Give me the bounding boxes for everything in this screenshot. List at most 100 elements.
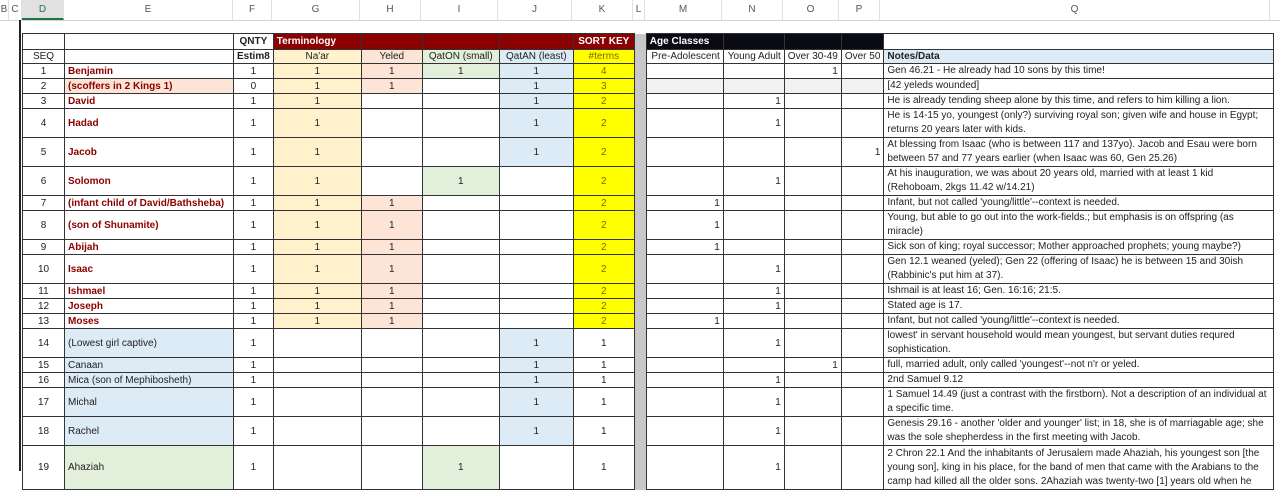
cell[interactable] xyxy=(633,63,647,79)
name-cell[interactable]: (son of Shunamite) xyxy=(64,210,234,240)
naar-cell[interactable]: 1 xyxy=(272,283,362,299)
pre-adolescent-cell[interactable] xyxy=(645,166,724,196)
column-header-h[interactable]: H xyxy=(360,0,421,20)
seq-cell[interactable]: 9 xyxy=(22,239,65,255)
notes-cell[interactable]: Stated age is 17. xyxy=(883,298,1275,314)
over-50-cell[interactable] xyxy=(840,283,885,299)
pre-adolescent-cell[interactable] xyxy=(645,108,724,138)
notes-cell[interactable]: Genesis 29.16 - another 'older and young… xyxy=(883,416,1275,446)
terms-cell[interactable]: 2 xyxy=(572,166,635,196)
name-cell[interactable]: Benjamin xyxy=(64,63,234,79)
cell[interactable] xyxy=(633,195,647,211)
estim8-cell[interactable]: 1 xyxy=(233,63,274,79)
column-header-i[interactable]: I xyxy=(421,0,498,20)
estim8-cell[interactable]: 1 xyxy=(233,328,274,358)
terms-cell[interactable]: 1 xyxy=(572,357,635,373)
over-50-cell[interactable] xyxy=(840,328,885,358)
name-cell[interactable]: Ahaziah xyxy=(64,445,234,490)
qaton-cell[interactable] xyxy=(421,416,500,446)
over-50-cell[interactable] xyxy=(840,357,885,373)
qatan-cell[interactable]: 1 xyxy=(498,108,574,138)
qaton-cell[interactable] xyxy=(421,195,500,211)
terms-cell[interactable]: 1 xyxy=(572,445,635,490)
cell[interactable] xyxy=(498,33,574,50)
pre-adolescent-cell[interactable] xyxy=(645,283,724,299)
qatan-cell[interactable]: 1 xyxy=(498,372,574,388)
yeled-cell[interactable] xyxy=(360,357,423,373)
name-cell[interactable]: Rachel xyxy=(64,416,234,446)
over-30-49-cell[interactable] xyxy=(783,298,842,314)
pre-adolescent-cell[interactable] xyxy=(645,328,724,358)
cell[interactable] xyxy=(633,166,647,196)
notes-cell[interactable]: He is 14-15 yo, youngest (only?) survivi… xyxy=(883,108,1275,138)
qaton-cell[interactable] xyxy=(421,298,500,314)
cell[interactable] xyxy=(840,33,885,50)
terms-cell[interactable]: 2 xyxy=(572,93,635,109)
notes-cell[interactable]: At blessing from Isaac (who is between 1… xyxy=(883,137,1275,167)
naar-cell[interactable]: 1 xyxy=(272,254,362,284)
column-header-f[interactable]: F xyxy=(233,0,272,20)
terms-cell[interactable]: 2 xyxy=(572,298,635,314)
name-cell[interactable]: Solomon xyxy=(64,166,234,196)
terms-cell[interactable]: 3 xyxy=(572,78,635,94)
over-50-cell[interactable] xyxy=(840,239,885,255)
notes-cell[interactable]: He is already tending sheep alone by thi… xyxy=(883,93,1275,109)
column-header-c[interactable]: C xyxy=(9,0,22,20)
cell[interactable] xyxy=(633,108,647,138)
over-50-cell[interactable] xyxy=(840,108,885,138)
cell[interactable] xyxy=(722,33,785,50)
column-header-n[interactable]: N xyxy=(722,0,783,20)
pre-adolescent-cell[interactable]: 1 xyxy=(645,195,724,211)
seq-cell[interactable]: 10 xyxy=(22,254,65,284)
seq-cell[interactable]: 3 xyxy=(22,93,65,109)
name-cell[interactable]: David xyxy=(64,93,234,109)
naar-cell[interactable]: 1 xyxy=(272,166,362,196)
over-30-49-cell[interactable] xyxy=(783,328,842,358)
naar-cell[interactable]: 1 xyxy=(272,63,362,79)
over-30-49-cell[interactable]: 1 xyxy=(783,357,842,373)
notes-cell[interactable]: Young, but able to go out into the work-… xyxy=(883,210,1275,240)
seq-cell[interactable]: 7 xyxy=(22,195,65,211)
seq-cell[interactable]: 13 xyxy=(22,313,65,329)
over-30-49-cell[interactable] xyxy=(783,108,842,138)
yeled-cell[interactable] xyxy=(360,166,423,196)
terms-cell[interactable]: 2 xyxy=(572,313,635,329)
cell[interactable] xyxy=(633,93,647,109)
pre-adolescent-cell[interactable] xyxy=(645,298,724,314)
naar-cell[interactable]: 1 xyxy=(272,210,362,240)
column-header-b[interactable]: B xyxy=(0,0,9,20)
estim8-cell[interactable]: 1 xyxy=(233,357,274,373)
cell[interactable] xyxy=(22,33,65,50)
qaton-cell[interactable]: 1 xyxy=(421,166,500,196)
yeled-cell[interactable]: 1 xyxy=(360,298,423,314)
qaton-cell[interactable] xyxy=(421,372,500,388)
over-30-49-cell[interactable] xyxy=(783,166,842,196)
over-30-49-cell[interactable]: 1 xyxy=(783,63,842,79)
cell[interactable] xyxy=(633,313,647,329)
qaton-cell[interactable] xyxy=(421,357,500,373)
qatan-header[interactable]: QatAN (least) xyxy=(498,49,574,64)
over-30-49-cell[interactable] xyxy=(783,137,842,167)
yeled-cell[interactable] xyxy=(360,372,423,388)
cell[interactable] xyxy=(633,137,647,167)
yeled-cell[interactable]: 1 xyxy=(360,63,423,79)
over-30-49-cell[interactable] xyxy=(783,210,842,240)
qaton-cell[interactable] xyxy=(421,137,500,167)
name-cell[interactable]: Ishmael xyxy=(64,283,234,299)
seq-cell[interactable]: 18 xyxy=(22,416,65,446)
terminology-header[interactable]: Terminology xyxy=(272,33,362,50)
cell[interactable] xyxy=(633,33,647,50)
over-50-cell[interactable] xyxy=(840,387,885,417)
estim8-cell[interactable]: 1 xyxy=(233,137,274,167)
seq-cell[interactable]: 16 xyxy=(22,372,65,388)
yeled-cell[interactable]: 1 xyxy=(360,78,423,94)
young-adult-cell[interactable] xyxy=(722,63,785,79)
qatan-cell[interactable] xyxy=(498,254,574,284)
over-50-cell[interactable] xyxy=(840,195,885,211)
qaton-cell[interactable] xyxy=(421,387,500,417)
over-50-cell[interactable] xyxy=(840,298,885,314)
cell[interactable] xyxy=(64,33,234,50)
yeled-cell[interactable] xyxy=(360,137,423,167)
terms-cell[interactable]: 2 xyxy=(572,254,635,284)
qaton-cell[interactable]: 1 xyxy=(421,445,500,490)
